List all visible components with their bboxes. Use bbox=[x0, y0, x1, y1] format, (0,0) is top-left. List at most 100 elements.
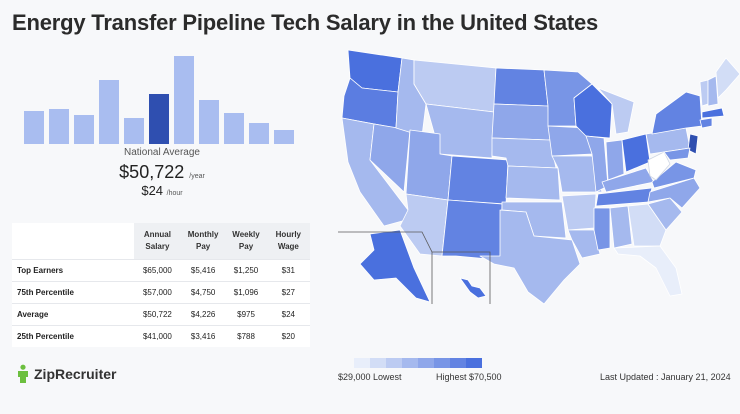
state-massachusetts bbox=[701, 107, 725, 119]
alaska-inset-border bbox=[338, 231, 433, 304]
state-maryland bbox=[663, 147, 691, 161]
row-label: Top Earners bbox=[12, 259, 134, 282]
salary-table: Annual Salary Monthly Pay Weekly Pay Hou… bbox=[12, 223, 310, 347]
last-updated: Last Updated : January 21, 2024 bbox=[600, 372, 731, 382]
histogram-bar bbox=[149, 94, 169, 144]
table-cell: $41,000 bbox=[134, 325, 181, 347]
state-alaska bbox=[359, 229, 431, 303]
state-connecticut bbox=[699, 117, 713, 129]
state-arkansas bbox=[561, 193, 597, 231]
histogram-bar bbox=[24, 111, 44, 144]
state-south-dakota bbox=[491, 103, 551, 141]
table-cell: $24 bbox=[266, 303, 310, 326]
table-cell: $1,096 bbox=[225, 281, 267, 304]
legend-swatch bbox=[386, 358, 402, 368]
logo-text: ZipRecruiter bbox=[34, 366, 117, 382]
legend-swatch bbox=[418, 358, 434, 368]
state-georgia bbox=[627, 203, 667, 247]
legend-low-label: $29,000 Lowest bbox=[338, 372, 402, 382]
histogram-bar bbox=[74, 115, 94, 144]
state-illinois bbox=[585, 135, 609, 193]
legend-swatch bbox=[370, 358, 386, 368]
legend-swatch bbox=[434, 358, 450, 368]
table-row: 25th Percentile $41,000 $3,416 $788 $20 bbox=[12, 325, 310, 347]
table-row: Average $50,722 $4,226 $975 $24 bbox=[12, 303, 310, 326]
national-average-label: National Average bbox=[124, 147, 200, 158]
column-header: Weekly Pay bbox=[225, 223, 267, 260]
table-cell: $3,416 bbox=[180, 325, 226, 347]
histogram-bar bbox=[174, 56, 194, 144]
state-new-jersey bbox=[687, 133, 699, 155]
salary-legend bbox=[354, 358, 482, 368]
table-cell: $65,000 bbox=[134, 259, 181, 282]
legend-swatch bbox=[354, 358, 370, 368]
legend-high-label: Highest $70,500 bbox=[436, 372, 502, 382]
state-texas bbox=[479, 209, 581, 305]
page-title: Energy Transfer Pipeline Tech Salary in … bbox=[12, 10, 599, 35]
state-north-dakota bbox=[493, 67, 549, 107]
column-header: Monthly Pay bbox=[180, 223, 226, 260]
table-cell: $1,250 bbox=[225, 259, 267, 282]
state-indiana bbox=[605, 139, 625, 181]
histogram-bar bbox=[274, 130, 294, 144]
histogram-bar bbox=[124, 118, 144, 144]
hourly-unit: /hour bbox=[166, 190, 183, 197]
table-row: 75th Percentile $57,000 $4,750 $1,096 $2… bbox=[12, 281, 310, 304]
histogram-bar bbox=[99, 80, 119, 144]
us-salary-map bbox=[338, 49, 740, 305]
column-header: Hourly Wage bbox=[266, 223, 310, 260]
histogram-bar bbox=[249, 123, 269, 144]
annual-value: $50,722 bbox=[119, 162, 185, 182]
state-kansas bbox=[505, 165, 561, 201]
table-cell: $4,226 bbox=[180, 303, 226, 326]
state-alabama bbox=[609, 205, 633, 249]
table-cell: $788 bbox=[225, 325, 267, 347]
table-header-row: Annual Salary Monthly Pay Weekly Pay Hou… bbox=[12, 223, 310, 260]
histogram-bar bbox=[49, 109, 69, 144]
state-missouri bbox=[551, 155, 603, 193]
state-new-hampshire bbox=[707, 75, 719, 107]
column-header: Annual Salary bbox=[134, 223, 181, 260]
table-row: Top Earners $65,000 $5,416 $1,250 $31 bbox=[12, 259, 310, 282]
state-ohio bbox=[621, 133, 651, 173]
ziprecruiter-person-icon bbox=[18, 364, 28, 383]
state-maine bbox=[715, 57, 740, 99]
row-label: 75th Percentile bbox=[12, 281, 134, 304]
legend-swatch bbox=[466, 358, 482, 368]
state-michigan bbox=[597, 87, 635, 135]
table-cell: $57,000 bbox=[134, 281, 181, 304]
hourly-value: $24 bbox=[141, 183, 164, 198]
state-south-carolina bbox=[647, 197, 683, 231]
salary-histogram bbox=[24, 56, 300, 144]
annual-unit: /year bbox=[189, 173, 205, 180]
table-cell: $5,416 bbox=[180, 259, 226, 282]
state-arizona bbox=[399, 193, 449, 257]
state-vermont bbox=[699, 79, 709, 107]
table-cell: $31 bbox=[266, 259, 310, 282]
row-label: 25th Percentile bbox=[12, 325, 134, 347]
national-average-hourly: $24 /hour bbox=[24, 183, 300, 198]
state-tennessee bbox=[595, 187, 653, 207]
state-new-mexico bbox=[441, 199, 503, 261]
histogram-bar bbox=[199, 100, 219, 144]
state-hawaii bbox=[459, 277, 487, 299]
state-west-virginia bbox=[647, 151, 671, 181]
table-cell: $27 bbox=[266, 281, 310, 304]
state-florida bbox=[613, 245, 683, 297]
state-colorado bbox=[447, 155, 509, 205]
row-label: Average bbox=[12, 303, 134, 326]
hawaii-inset-border bbox=[432, 251, 491, 304]
table-corner bbox=[12, 223, 134, 260]
national-average-annual: $50,722 /year bbox=[24, 162, 300, 183]
ziprecruiter-logo[interactable]: ZipRecruiter bbox=[16, 364, 116, 384]
legend-swatch bbox=[402, 358, 418, 368]
table-cell: $975 bbox=[225, 303, 267, 326]
state-wisconsin bbox=[573, 83, 613, 139]
legend-swatch bbox=[450, 358, 466, 368]
table-cell: $4,750 bbox=[180, 281, 226, 304]
table-cell: $20 bbox=[266, 325, 310, 347]
table-cell: $50,722 bbox=[134, 303, 181, 326]
state-virginia bbox=[651, 161, 697, 189]
histogram-bar bbox=[224, 113, 244, 144]
state-new-york bbox=[651, 91, 703, 135]
